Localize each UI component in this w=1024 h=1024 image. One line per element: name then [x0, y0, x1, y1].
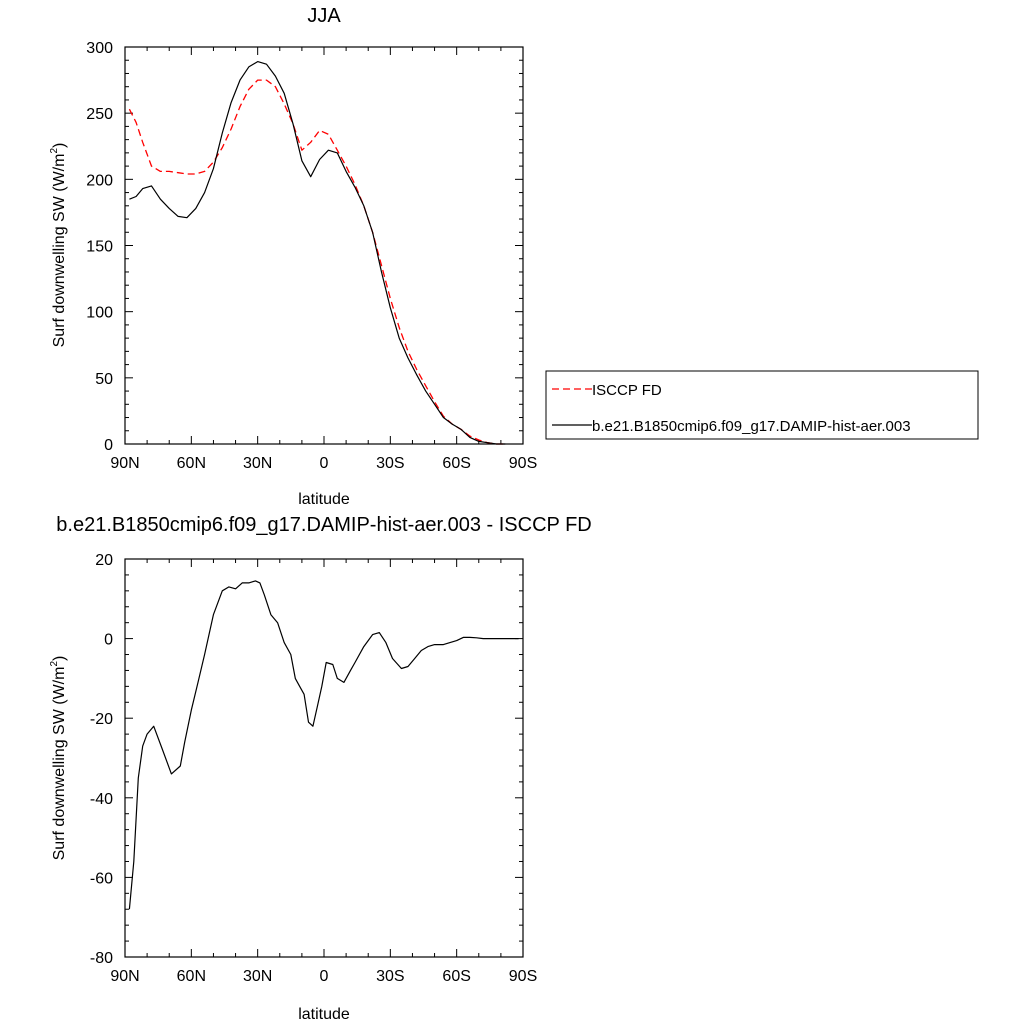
chart-bottom-title: b.e21.B1850cmip6.f09_g17.DAMIP-hist-aer.… [56, 514, 591, 536]
chart-bottom-ylabel-sup: 2 [49, 661, 60, 667]
chart-top-axes: 90N 60N 30N 0 30S 60S 90S 0 50 100 150 200 250 300 [86, 40, 537, 472]
y-tick-label: -20 [90, 711, 113, 728]
chart-top-legend: ISCCP FD b.e21.B1850cmip6.f09_g17.DAMIP-… [545, 370, 979, 440]
chart-bottom: b.e21.B1850cmip6.f09_g17.DAMIP-hist-aer.… [49, 514, 592, 1023]
y-tick-label: 250 [86, 106, 113, 123]
x-tick-label: 60S [442, 968, 470, 985]
x-tick-label: 0 [320, 455, 329, 472]
chart-top: JJA 90N 60N 30N 0 30S 60S 90S 0 50 100 150 200 250 30… [49, 5, 979, 508]
plot-frame [124, 46, 524, 445]
x-tick-label: 30S [376, 455, 404, 472]
y-tick-label: -60 [90, 870, 113, 887]
y-tick-label: 0 [104, 437, 113, 454]
x-tick-label: 0 [320, 968, 329, 985]
x-tick-label: 90S [509, 968, 537, 985]
chart-bottom-ylabel-main: Surf downwelling SW (W/m [51, 667, 68, 861]
plot-frame [124, 558, 524, 958]
chart-top-series [128, 60, 506, 445]
y-tick-label: -40 [90, 791, 113, 808]
x-tick-label: 60S [442, 455, 470, 472]
chart-top-ylabel-sup: 2 [49, 148, 60, 154]
chart-top-xlabel: latitude [298, 491, 350, 508]
x-tick-label: 60N [177, 455, 206, 472]
y-tick-label: 50 [95, 371, 113, 388]
legend-label-model: b.e21.B1850cmip6.f09_g17.DAMIP-hist-aer.… [592, 418, 911, 435]
chart-top-ylabel-main: Surf downwelling SW (W/m [51, 154, 68, 348]
series-line-0 [128, 79, 506, 445]
chart-bottom-ylabel-close: ) [51, 656, 68, 661]
x-tick-label: 30N [243, 455, 272, 472]
chart-top-ylabel-close: ) [51, 143, 68, 148]
x-tick-label: 90S [509, 455, 537, 472]
y-tick-label: 100 [86, 305, 113, 322]
y-tick-label: 150 [86, 239, 113, 256]
x-tick-label: 30N [243, 968, 272, 985]
chart-bottom-series [128, 580, 519, 910]
x-tick-label: 60N [177, 968, 206, 985]
x-tick-label: 30S [376, 968, 404, 985]
chart-bottom-xlabel: latitude [298, 1006, 350, 1023]
y-tick-label: 300 [86, 40, 113, 57]
y-tick-label: 200 [86, 172, 113, 189]
y-tick-label: 0 [104, 632, 113, 649]
chart-bottom-axes: 90N 60N 30N 0 30S 60S 90S -80 -60 -40 -20 0 20 [90, 552, 537, 985]
series-line-0 [128, 580, 519, 910]
series-line-1 [129, 60, 506, 445]
chart-bottom-ylabel: Surf downwelling SW (W/m2) [49, 656, 68, 861]
y-tick-label: 20 [95, 552, 113, 569]
x-tick-label: 90N [110, 968, 139, 985]
chart-top-title: JJA [307, 5, 341, 27]
x-tick-label: 90N [110, 455, 139, 472]
legend-box [545, 370, 979, 440]
legend-label-isccp: ISCCP FD [592, 382, 662, 399]
chart-top-ylabel: Surf downwelling SW (W/m2) [49, 143, 68, 348]
y-tick-label: -80 [90, 950, 113, 967]
